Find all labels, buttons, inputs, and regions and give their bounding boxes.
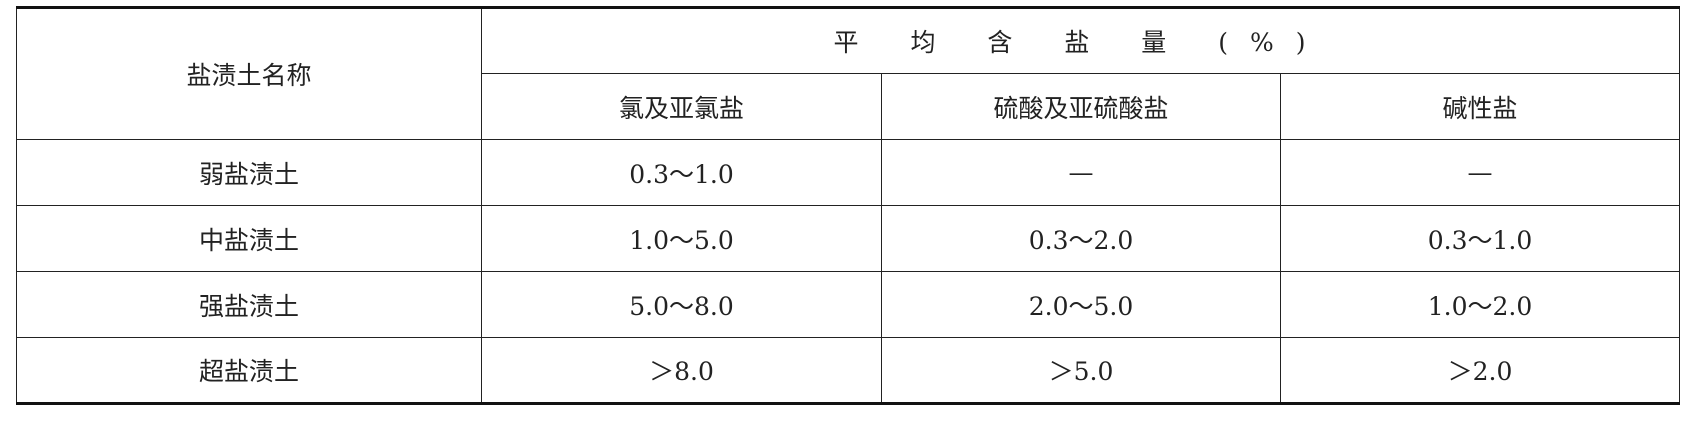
table-row: 中盐渍土 1.0～5.0 0.3～2.0 0.3～1.0	[16, 205, 1680, 272]
cell: 1.0～2.0	[1280, 271, 1680, 338]
cell: ＞8.0	[481, 337, 882, 404]
cell: 0.3～1.0	[1280, 205, 1680, 272]
table-row: 超盐渍土 ＞8.0 ＞5.0 ＞2.0	[16, 337, 1680, 404]
column-header: 氯及亚氯盐	[481, 73, 882, 140]
cell: ＞2.0	[1280, 337, 1680, 404]
row-name: 强盐渍土	[16, 271, 482, 338]
cell: 0.3～2.0	[881, 205, 1281, 272]
cell: —	[881, 139, 1281, 206]
cell: ＞5.0	[881, 337, 1281, 404]
table-row: 强盐渍土 5.0～8.0 2.0～5.0 1.0～2.0	[16, 271, 1680, 338]
row-name: 超盐渍土	[16, 337, 482, 404]
cell: —	[1280, 139, 1680, 206]
cell: 1.0～5.0	[481, 205, 882, 272]
row-name: 弱盐渍土	[16, 139, 482, 206]
table-row: 弱盐渍土 0.3～1.0 — —	[16, 139, 1680, 206]
column-header: 硫酸及亚硫酸盐	[881, 73, 1281, 140]
row-name: 中盐渍土	[16, 205, 482, 272]
column-header: 碱性盐	[1280, 73, 1680, 140]
cell: 0.3～1.0	[481, 139, 882, 206]
group-header: 平 均 含 盐 量 (%)	[481, 7, 1680, 74]
cell: 2.0～5.0	[881, 271, 1281, 338]
salinized-soil-table: 盐渍土名称 平 均 含 盐 量 (%) 氯及亚氯盐 硫酸及亚硫酸盐 碱性盐 弱盐…	[16, 6, 1680, 405]
cell: 5.0～8.0	[481, 271, 882, 338]
row-header: 盐渍土名称	[16, 7, 482, 140]
